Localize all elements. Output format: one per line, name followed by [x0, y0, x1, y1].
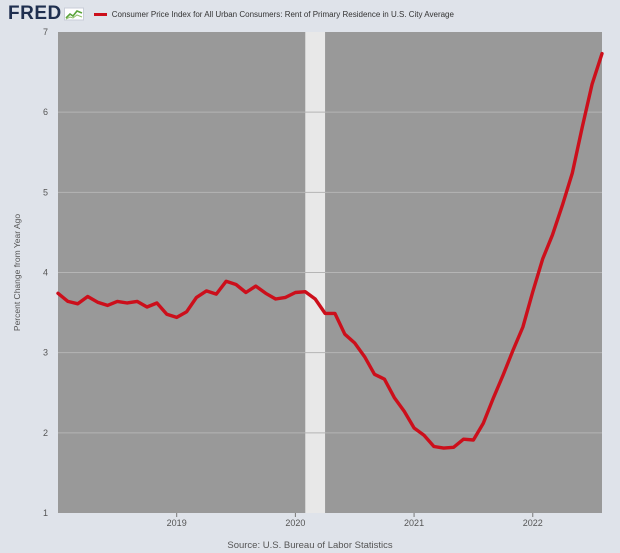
x-tick-label: 2022	[523, 518, 543, 528]
fred-logo[interactable]: FRED	[8, 3, 84, 25]
series-line	[56, 51, 604, 450]
y-tick-label: 5	[43, 187, 48, 197]
y-axis-title: Percent Change from Year Ago	[12, 214, 22, 331]
source-note: Source: U.S. Bureau of Labor Statistics	[227, 540, 393, 551]
fred-chart-icon	[63, 7, 84, 21]
x-tick-label: 2020	[285, 518, 305, 528]
y-tick-label: 3	[43, 348, 48, 358]
chart-header: FRED Consumer Price Index for All Urban …	[0, 0, 620, 28]
y-tick-label: 6	[43, 107, 48, 117]
y-tick-label: 4	[43, 268, 48, 278]
y-tick-label: 7	[43, 27, 48, 37]
x-tick-label: 2019	[167, 518, 187, 528]
fred-logo-text: FRED	[8, 3, 62, 24]
y-tick-label: 2	[43, 428, 48, 438]
x-tick-label: 2021	[404, 518, 424, 528]
chart-legend: Consumer Price Index for All Urban Consu…	[93, 9, 454, 19]
y-tick-label: 1	[43, 508, 48, 518]
legend-label: Consumer Price Index for All Urban Consu…	[111, 9, 454, 19]
legend-swatch	[93, 12, 107, 16]
